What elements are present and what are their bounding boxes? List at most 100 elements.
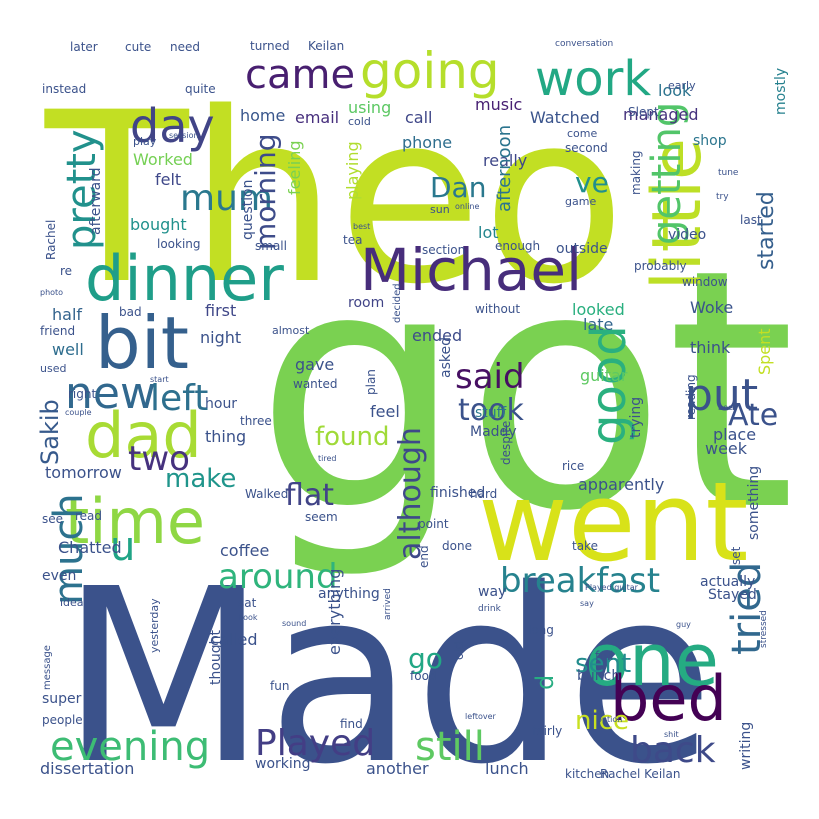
word-cute: cute (125, 40, 151, 54)
word-went: went (478, 458, 749, 586)
word-shop: shop (693, 133, 727, 149)
word-coffee: coffee (220, 541, 269, 560)
word-leftover: leftover (465, 712, 497, 721)
word-couple: couple (65, 408, 92, 417)
word-trying: trying (628, 397, 644, 438)
word-finished: finished (430, 485, 485, 501)
word-look: look (658, 81, 692, 100)
word-anything: anything (318, 586, 380, 602)
word-even: even (42, 568, 76, 584)
word-game: game (565, 195, 596, 208)
word-turned: turned (250, 39, 290, 53)
word-well: well (52, 340, 84, 359)
word-lunch: lunch (485, 759, 529, 778)
word-played: Played (255, 723, 375, 764)
word-video: video (668, 227, 706, 243)
word-bad: bad (119, 305, 142, 319)
word-rice: rice (562, 459, 584, 473)
word-evening: evening (50, 724, 210, 770)
word-got: got (255, 199, 796, 583)
word-quite: quite (185, 82, 216, 96)
word-message: message (42, 645, 53, 690)
word-week: week (705, 439, 748, 458)
word-took: took (458, 393, 524, 428)
word-early: early (668, 79, 696, 92)
word-instead: instead (42, 82, 86, 96)
word-drink: drink (478, 604, 502, 614)
word-good: good (581, 325, 637, 445)
word-make: make (165, 464, 236, 494)
word-point: point (418, 517, 449, 531)
word-actually: actually (700, 574, 755, 590)
word-bit: bit (95, 301, 189, 385)
word-apparently: apparently (578, 475, 664, 494)
word-started: started (754, 191, 779, 270)
word-stressed: stressed (759, 610, 769, 648)
word-hour: hour (205, 396, 237, 412)
word-best: best (353, 222, 370, 231)
word-play: play (133, 135, 157, 148)
word-another: another (366, 759, 429, 778)
word-used: used (40, 362, 66, 375)
word-three: three (240, 414, 272, 428)
word-said: said (455, 357, 525, 397)
word-called: called (210, 630, 258, 649)
word-half: half (52, 305, 82, 324)
word-take: take (572, 539, 598, 553)
word-reading: reading (684, 374, 698, 420)
word-flat: flat (285, 478, 334, 513)
word-tired: tired (318, 454, 336, 463)
word-slept: Slept (628, 105, 659, 119)
word-one: one (585, 618, 719, 702)
word-see: see (42, 512, 63, 526)
word-phone: phone (402, 133, 452, 152)
word-section: section (422, 243, 465, 257)
word-everything: everything (325, 569, 344, 655)
word-small: small (255, 239, 287, 253)
word-new: new (65, 368, 156, 419)
word-woke: Woke (690, 298, 733, 317)
word-night: night (200, 328, 241, 347)
word-back: back (630, 730, 716, 771)
word-despite: despite (499, 421, 513, 465)
word-although: although (393, 427, 428, 560)
word-thing: thing (205, 427, 246, 446)
word-way: way (478, 584, 506, 600)
word-felt: felt (155, 170, 181, 189)
word-thought: thought (208, 629, 224, 685)
word-full: full (595, 649, 614, 663)
word-writing: writing (738, 722, 754, 770)
word-lot: lot (478, 223, 499, 242)
word-right: right (68, 387, 96, 401)
word-yesterday: yesterday (148, 598, 161, 653)
word-beer: beer (718, 403, 737, 412)
word-played-guitar: Played guitar (585, 583, 639, 592)
word-tomorrow: tomorrow (45, 463, 122, 482)
word-sound: sound (282, 619, 306, 628)
word-find: find (340, 717, 363, 731)
word-second: second (565, 141, 608, 155)
word-around: around (218, 557, 338, 597)
word-need: need (170, 40, 200, 54)
word-spent: Spent (755, 328, 774, 375)
word-read: read (75, 509, 102, 523)
word-chatted: Chatted (58, 538, 122, 557)
word-tried: tried (724, 562, 770, 655)
word-seem: seem (305, 510, 338, 524)
word-going: going (360, 42, 500, 100)
word-much: much (46, 493, 92, 605)
word-mostly: mostly (773, 68, 789, 115)
word-bought: bought (130, 215, 187, 234)
word-think: think (690, 338, 731, 357)
word-decided: decided (392, 283, 403, 323)
word-put: put (685, 370, 758, 421)
word-almost: almost (272, 324, 310, 337)
word-came: came (245, 52, 355, 98)
word-time: time (65, 485, 205, 558)
word-maddy: Maddy (470, 424, 517, 440)
word-really: really (483, 151, 527, 170)
word-without: without (475, 302, 520, 316)
word-option: option (597, 715, 622, 724)
word-stayed: Stayed (708, 587, 757, 603)
word-feeling: feeling (285, 140, 304, 195)
